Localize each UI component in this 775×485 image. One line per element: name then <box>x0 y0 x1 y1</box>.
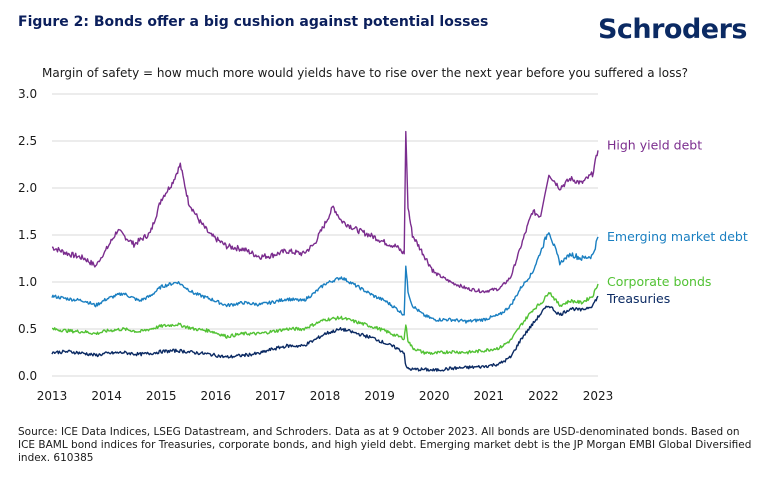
series-label: Emerging market debt <box>607 229 748 244</box>
x-tick-label: 2013 <box>37 389 68 403</box>
x-tick-label: 2018 <box>310 389 341 403</box>
figure-title: Figure 2: Bonds offer a big cushion agai… <box>18 14 489 30</box>
series-labels: High yield debt Emerging market debt Corpo… <box>606 138 748 306</box>
x-tick-label: 2015 <box>146 389 177 403</box>
x-tick-label: 2017 <box>255 389 286 403</box>
series-layer <box>51 130 599 372</box>
series-label: Treasuries <box>606 291 670 306</box>
y-tick-label: 1.0 <box>18 275 37 289</box>
x-tick-label: 2016 <box>201 389 232 403</box>
y-tick-label: 3.0 <box>18 87 37 101</box>
chart-subtitle: Margin of safety = how much more would y… <box>42 66 688 80</box>
x-tick-label: 2023 <box>583 389 614 403</box>
source-footnote: Source: ICE Data Indices, LSEG Datastrea… <box>18 426 752 464</box>
x-tick-label: 2022 <box>528 389 559 403</box>
series-label: Corporate bonds <box>607 274 711 289</box>
series-line <box>51 283 599 355</box>
series-label: High yield debt <box>607 138 702 153</box>
grid-layer <box>52 93 598 377</box>
y-tick-label: 1.5 <box>18 228 37 242</box>
y-tick-label: 2.0 <box>18 181 37 195</box>
x-axis: 2013 2014 2015 2016 2017 2018 2019 2020 2021 2022… <box>37 389 614 403</box>
x-tick-label: 2021 <box>474 389 505 403</box>
schroders-logo: Schroders <box>597 14 748 45</box>
y-tick-label: 0.0 <box>18 369 37 383</box>
y-axis: 0.0 0.5 1.0 1.5 2.0 2.5 3.0 <box>18 87 37 383</box>
y-tick-label: 2.5 <box>18 134 37 148</box>
series-line <box>51 232 599 324</box>
y-tick-label: 0.5 <box>18 322 37 336</box>
line-chart: 0.00.51.01.52.02.53.0 2013 2014 2015 2016 20… <box>18 87 748 403</box>
series-line <box>51 295 599 372</box>
x-tick-label: 2020 <box>419 389 450 403</box>
series-line <box>51 130 599 294</box>
x-tick-label: 2014 <box>91 389 122 403</box>
x-tick-label: 2019 <box>364 389 395 403</box>
